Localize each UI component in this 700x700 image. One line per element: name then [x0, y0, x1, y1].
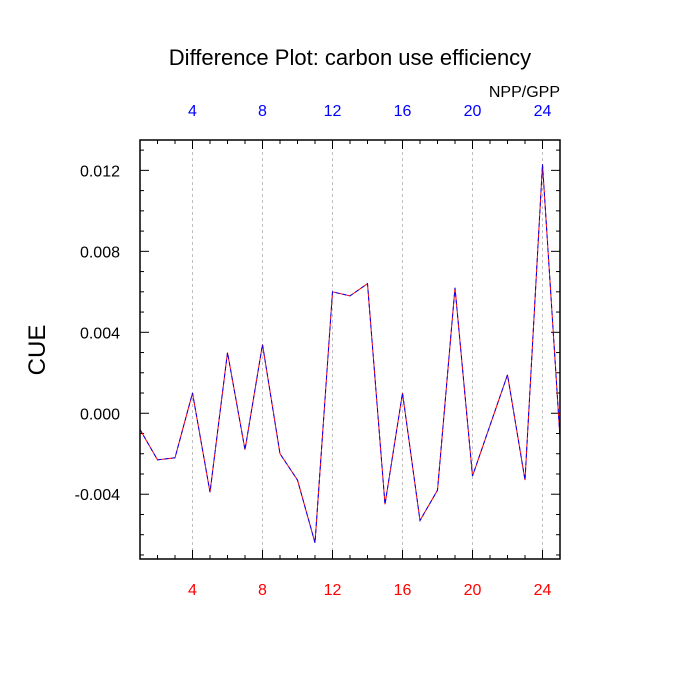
- series-layer: [140, 164, 560, 543]
- x-tick-label-bottom: 24: [534, 582, 552, 599]
- units-label: NPP/GPP: [489, 84, 560, 101]
- y-tick-label: 0.004: [80, 325, 120, 342]
- x-tick-label-bottom: 8: [258, 582, 267, 599]
- tick-labels: 4 4 8 8 12 12 16 16 20 20 24 24 -0.004 0.000 0.004 0.00…: [75, 103, 552, 599]
- x-tick-label-bottom: 20: [464, 582, 482, 599]
- x-tick-label-top: 4: [188, 103, 197, 120]
- y-tick-label: 0.000: [80, 406, 120, 423]
- minor-ticks: [139, 140, 561, 559]
- x-tick-label-bottom: 4: [188, 582, 197, 599]
- grid-lines: [192, 140, 543, 559]
- major-ticks: [140, 140, 560, 559]
- chart-title: Difference Plot: carbon use efficiency: [169, 45, 531, 70]
- x-tick-label-top: 12: [324, 103, 342, 120]
- y-tick-label: -0.004: [75, 487, 120, 504]
- x-tick-label-top: 16: [394, 103, 412, 120]
- series-line-red: [140, 164, 560, 543]
- plot-frame: [139, 139, 561, 560]
- x-tick-label-top: 24: [534, 103, 552, 120]
- x-tick-label-bottom: 12: [324, 582, 342, 599]
- y-tick-label: 0.008: [80, 244, 120, 261]
- x-tick-label-top: 20: [464, 103, 482, 120]
- x-tick-label-bottom: 16: [394, 582, 412, 599]
- y-axis-label: CUE: [24, 325, 51, 376]
- y-tick-label: 0.012: [80, 163, 120, 180]
- x-tick-label-top: 8: [258, 103, 267, 120]
- series-line-blue-dashed: [140, 164, 560, 543]
